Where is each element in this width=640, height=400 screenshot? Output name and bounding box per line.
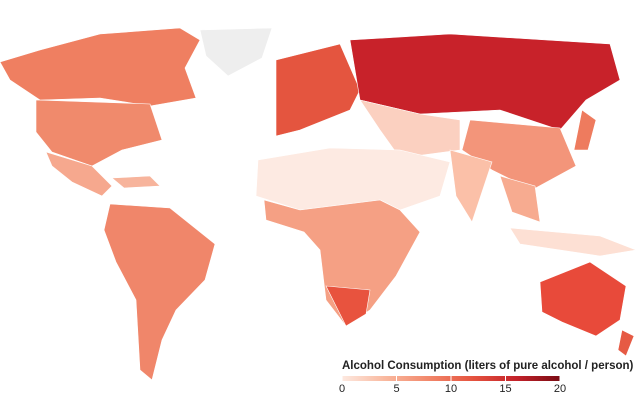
scale-tick-label: 10 — [445, 383, 457, 395]
south-america — [103, 203, 216, 381]
scale-tick-label: 0 — [339, 383, 345, 395]
japan — [573, 109, 597, 151]
caribbean — [111, 175, 161, 189]
scale-tick-label: 20 — [554, 383, 566, 395]
sub-saharan-africa — [263, 199, 421, 327]
indonesia — [509, 227, 638, 257]
scale-tick-label: 5 — [393, 383, 399, 395]
world-map — [0, 27, 638, 381]
australia — [539, 261, 627, 337]
usa — [35, 99, 163, 167]
europe — [275, 43, 361, 137]
southern-africa — [325, 285, 371, 327]
greenland — [199, 27, 273, 77]
mexico — [45, 151, 113, 197]
new-zealand — [617, 329, 635, 357]
central-asia — [359, 99, 461, 159]
scale-tick-label: 15 — [499, 383, 511, 395]
canada — [0, 27, 201, 107]
southeast-asia — [499, 175, 541, 223]
india — [449, 149, 493, 223]
north-africa-middle-east — [255, 147, 451, 211]
legend: Alcohol Consumption (liters of pure alco… — [339, 360, 634, 395]
legend-title: Alcohol Consumption (liters of pure alco… — [342, 360, 634, 372]
